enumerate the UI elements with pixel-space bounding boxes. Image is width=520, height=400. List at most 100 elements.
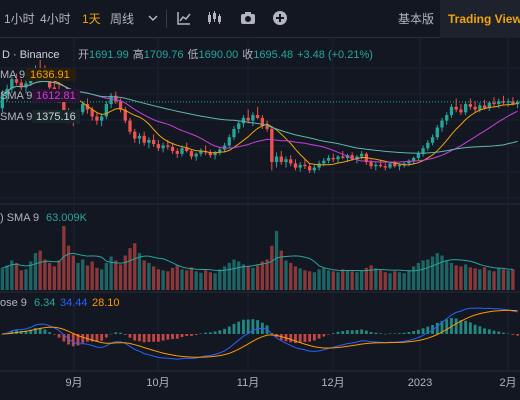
timeframe-week[interactable]: 周线	[110, 12, 135, 26]
sma-50-line	[2, 80, 518, 154]
candle-body	[255, 115, 260, 118]
macd-histogram-bar	[147, 334, 151, 342]
candle-body	[293, 163, 298, 168]
volume-bar	[393, 271, 397, 290]
candle-body	[393, 163, 397, 167]
candle-body	[298, 164, 302, 168]
macd-histogram-bar	[246, 319, 250, 334]
macd-histogram-bar	[492, 330, 496, 334]
candle-body	[312, 167, 317, 171]
volume-sma-line	[2, 252, 513, 272]
timeframe-4h[interactable]: 4小时	[40, 12, 71, 26]
macd-histogram-bar	[369, 332, 373, 334]
candle-body	[355, 156, 359, 160]
macd-histogram-bar	[190, 334, 193, 336]
candle-body	[118, 101, 123, 110]
view-basic[interactable]: 基本版	[398, 12, 435, 26]
timeframe-1d[interactable]: 1天	[82, 12, 101, 26]
candle-type-icon[interactable]	[206, 10, 222, 26]
macd-histogram-bar	[388, 333, 392, 334]
macd-layer	[0, 307, 520, 360]
volume-bar	[416, 262, 421, 290]
macd-histogram-bar	[114, 332, 118, 334]
candle-body	[0, 95, 5, 109]
chevron-down-icon[interactable]	[148, 13, 158, 23]
volume-bar	[326, 270, 331, 290]
volume-bar	[312, 272, 317, 290]
volume-bar	[189, 267, 194, 290]
volume-bar	[43, 259, 47, 290]
macd-histogram-bar	[379, 333, 382, 334]
volume-bar	[298, 268, 302, 290]
macd-histogram-bar	[62, 334, 66, 342]
volume-bar	[506, 270, 510, 290]
candle-body	[369, 162, 373, 167]
volume-bar	[175, 265, 179, 290]
candle-body	[322, 160, 326, 164]
timeframe-1h[interactable]: 1小时	[4, 12, 35, 26]
candle-body	[232, 128, 236, 138]
candle-body	[180, 148, 184, 154]
macd-histogram-bar	[416, 329, 420, 334]
volume-bar	[473, 268, 477, 290]
volume-bar	[435, 253, 439, 290]
macd-histogram-bar	[0, 334, 4, 335]
candle-body	[222, 145, 227, 150]
candle-body	[95, 116, 99, 121]
volume-bar	[293, 266, 298, 290]
macd-histogram-bar	[265, 325, 269, 334]
view-tradingview-label: Trading View	[448, 12, 520, 26]
macd-histogram-bar	[180, 334, 184, 338]
candle-body	[473, 106, 477, 110]
macd-histogram-bar	[256, 320, 260, 334]
indicators-icon[interactable]	[176, 10, 192, 26]
volume-bar	[411, 266, 416, 290]
toolbar-divider	[166, 10, 167, 28]
volume-bar	[279, 250, 283, 290]
macd-histogram-bar	[506, 333, 510, 335]
candle-body	[47, 79, 52, 88]
volume-bar	[5, 265, 9, 290]
macd-histogram-bar	[109, 333, 113, 335]
camera-icon[interactable]	[240, 10, 256, 26]
candle-body	[426, 142, 430, 149]
candle-body	[336, 156, 340, 160]
macd-histogram-bar	[393, 333, 397, 335]
candle-body	[156, 144, 161, 149]
candle-body	[166, 145, 170, 147]
candle-body	[81, 104, 85, 113]
x-axis-tick-label: 9月	[65, 377, 82, 389]
chart-grid	[0, 38, 520, 371]
candle-body	[307, 166, 312, 171]
macd-histogram-bar	[483, 328, 486, 334]
macd-histogram-bar	[142, 334, 146, 343]
add-icon[interactable]	[272, 10, 288, 26]
candle-body	[459, 109, 463, 113]
candle-body	[194, 153, 198, 157]
candle-body	[237, 123, 241, 129]
volume-bar	[463, 264, 468, 290]
candle-body	[482, 105, 487, 109]
macd-histogram-bar	[516, 334, 520, 336]
volume-bar	[322, 267, 326, 290]
macd-histogram-bar	[34, 327, 37, 334]
macd-histogram-bar	[138, 334, 141, 342]
macd-histogram-bar	[360, 329, 364, 334]
macd-histogram-bar	[331, 333, 335, 334]
candle-body	[463, 104, 468, 113]
volume-bar	[336, 272, 340, 290]
volume-bar	[383, 272, 387, 290]
ma-9-line	[2, 79, 518, 166]
volume-bar	[142, 260, 146, 290]
price-chart[interactable]: 9月 10月 11月 12月 2023 2月 D · Binance 开1691.99 高1…	[0, 38, 520, 400]
macd-histogram-bar	[166, 334, 170, 340]
volume-bar	[109, 256, 113, 290]
macd-histogram-bar	[435, 322, 439, 334]
volume-bar	[114, 260, 118, 290]
macd-legend-value-3: 28.10	[92, 297, 120, 309]
macd-histogram-bar	[227, 326, 231, 334]
macd-histogram-bar	[237, 321, 241, 334]
macd-histogram-bar	[459, 320, 463, 334]
macd-histogram-bar	[511, 334, 515, 335]
view-tradingview-button[interactable]: Trading View	[440, 0, 520, 38]
